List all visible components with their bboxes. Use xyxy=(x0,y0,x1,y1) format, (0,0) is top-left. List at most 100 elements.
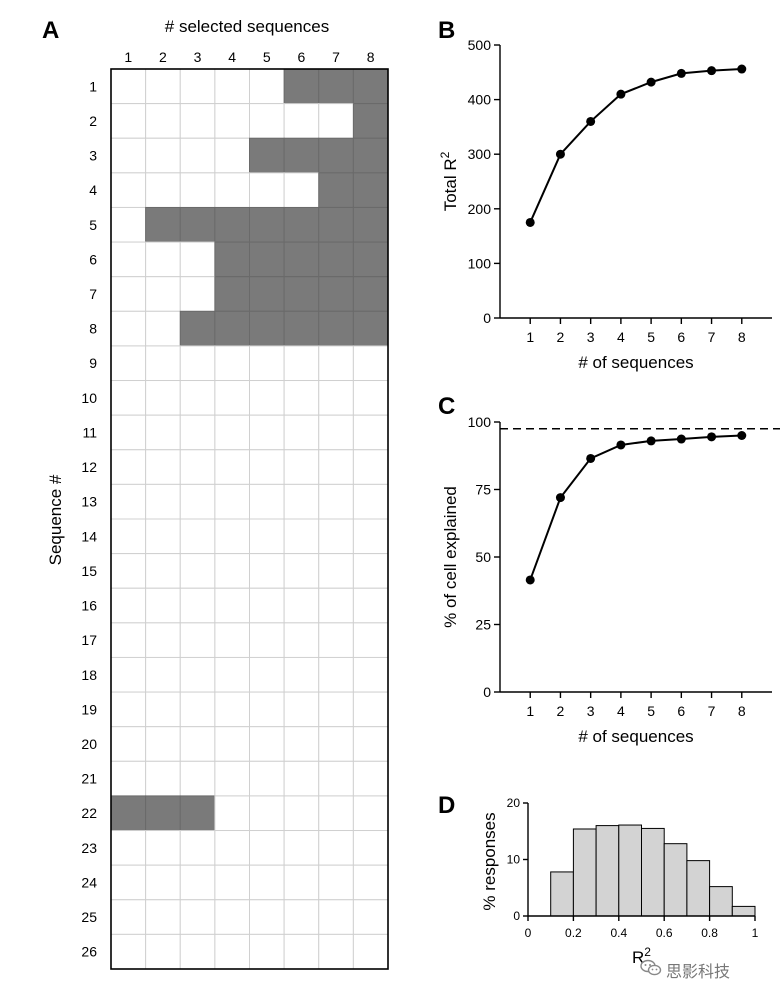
x-axis-title: # of sequences xyxy=(578,353,693,372)
grid-cell-selected xyxy=(352,310,389,347)
grid-cell xyxy=(145,864,181,901)
grid-cell xyxy=(283,449,320,485)
grid-cell xyxy=(179,380,216,416)
histogram-bar xyxy=(618,824,642,917)
grid-cell xyxy=(318,899,354,935)
grid-cell-selected xyxy=(249,276,285,312)
grid-cell xyxy=(214,587,250,624)
grid-cell xyxy=(110,933,147,970)
grid-cell xyxy=(145,172,181,208)
grid-cell xyxy=(318,380,354,416)
grid-cell-selected xyxy=(352,172,389,208)
grid-cell-selected xyxy=(179,206,216,243)
grid-cell xyxy=(283,172,320,208)
y-tick-label: 20 xyxy=(507,796,521,810)
y-axis-title: % responses xyxy=(480,812,499,910)
grid-cell-selected xyxy=(145,795,181,832)
grid-cell xyxy=(145,414,181,451)
grid-cell-selected xyxy=(283,68,320,105)
grid-cell xyxy=(283,518,320,555)
grid-cell xyxy=(179,414,216,451)
grid-cell xyxy=(110,830,147,866)
y-tick-label: 50 xyxy=(475,549,491,565)
grid-cell xyxy=(214,518,250,555)
x-tick-label: 6 xyxy=(677,703,685,719)
grid-cell xyxy=(179,864,216,901)
x-tick-label: 3 xyxy=(587,703,595,719)
grid-cell xyxy=(318,449,354,485)
grid-cell xyxy=(179,518,216,555)
grid-cell xyxy=(145,726,181,762)
grid-cell xyxy=(179,345,216,382)
grid-cell xyxy=(145,899,181,935)
row-label: 10 xyxy=(81,390,97,406)
series-line xyxy=(529,68,742,223)
grid-cell xyxy=(352,830,389,866)
histogram-bar xyxy=(731,905,756,917)
data-point xyxy=(737,431,747,440)
grid-cell xyxy=(179,483,216,520)
grid-cell xyxy=(352,414,389,451)
x-tick-label: 6 xyxy=(677,329,685,345)
row-label: 21 xyxy=(81,771,97,787)
x-tick-label: 0.6 xyxy=(656,926,673,940)
grid-cell-selected xyxy=(249,206,285,243)
x-tick-label: 0.8 xyxy=(701,926,718,940)
data-point xyxy=(616,89,626,99)
row-label: 14 xyxy=(81,528,97,544)
x-tick-label: 0.2 xyxy=(565,926,582,940)
grid-cell xyxy=(249,587,285,624)
grid-cell xyxy=(110,103,147,139)
grid-cell xyxy=(179,276,216,312)
data-point xyxy=(646,77,656,87)
column-labels: 1 2 3 4 5 6 7 8 xyxy=(124,49,374,65)
grid-cell xyxy=(214,622,250,658)
grid-cell xyxy=(352,656,389,693)
data-point xyxy=(646,436,656,446)
grid-cell-selected xyxy=(318,137,354,174)
grid-cell xyxy=(249,864,285,901)
column-label: 6 xyxy=(298,49,306,65)
grid-cell xyxy=(249,518,285,555)
grid-cell xyxy=(318,691,354,728)
x-tick-label: 0.4 xyxy=(610,926,627,940)
panel-letter-d: D xyxy=(438,792,455,819)
y-axis-title-superscript: 2 xyxy=(438,151,452,158)
x-tick-label: 8 xyxy=(738,703,746,719)
grid-cell xyxy=(214,103,250,139)
grid-cell-selected xyxy=(318,310,354,347)
grid-cell xyxy=(352,864,389,901)
histogram-bar xyxy=(686,860,711,917)
grid-cell xyxy=(249,68,285,105)
row-label: 11 xyxy=(82,424,97,440)
grid-cell-selected xyxy=(249,241,285,278)
grid-cell xyxy=(214,830,250,866)
grid-cell xyxy=(249,103,285,139)
data-point xyxy=(555,149,565,159)
watermark: 思影科技 xyxy=(640,958,730,982)
grid-cell xyxy=(110,380,147,416)
row-label: 22 xyxy=(81,805,97,821)
grid-cell xyxy=(318,103,354,139)
y-tick-label: 400 xyxy=(468,92,492,108)
grid-cell xyxy=(352,345,389,382)
row-label: 19 xyxy=(81,701,97,717)
grid-cell xyxy=(110,345,147,382)
grid-cell xyxy=(352,899,389,935)
grid-cell xyxy=(179,691,216,728)
grid-cell-selected xyxy=(352,206,389,243)
grid-cell xyxy=(214,380,250,416)
grid-cell xyxy=(283,795,320,832)
grid-cell xyxy=(110,449,147,485)
column-label: 7 xyxy=(332,49,340,65)
grid-cell xyxy=(352,449,389,485)
grid-cell xyxy=(179,760,216,797)
data-point xyxy=(707,66,717,76)
grid-cell xyxy=(318,726,354,762)
grid-cell xyxy=(214,553,250,589)
grid-cell xyxy=(110,137,147,174)
grid-cell xyxy=(283,483,320,520)
grid-cell xyxy=(145,553,181,589)
data-point xyxy=(525,217,535,227)
